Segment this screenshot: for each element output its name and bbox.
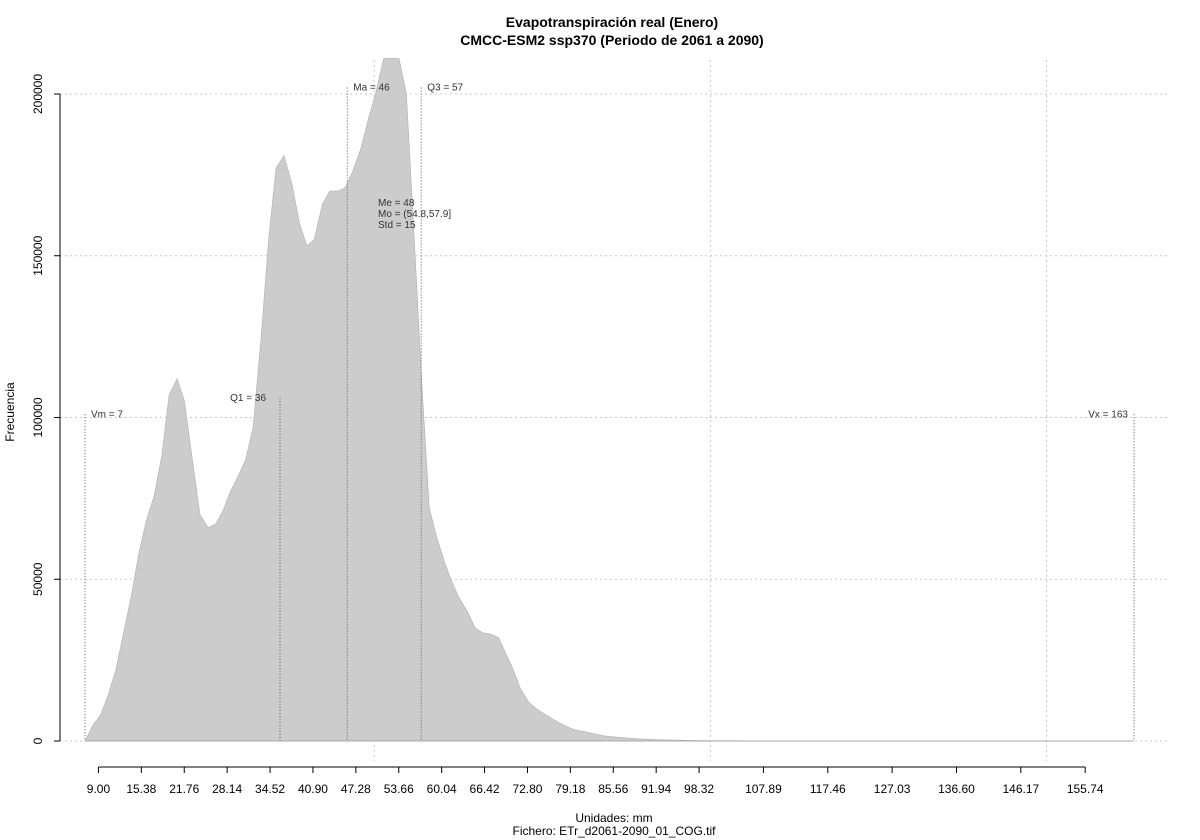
x-tick-label-17: 127.03	[874, 782, 911, 796]
x-tick-label-4: 34.52	[255, 782, 285, 796]
x-tick-label-18: 136.60	[938, 782, 975, 796]
x-tick-label-15: 107.89	[745, 782, 782, 796]
y-tick-label-2: 100000	[31, 397, 45, 437]
marker-label-3: Q3 = 57	[427, 83, 463, 94]
y-tick-label-0: 0	[31, 737, 45, 744]
y-tick-label-3: 150000	[31, 235, 45, 275]
x-tick-label-20: 155.74	[1067, 782, 1104, 796]
x-tick-label-14: 98.32	[684, 782, 714, 796]
marker-label-2: Ma = 46	[353, 83, 390, 94]
x-tick-label-1: 15.38	[126, 782, 156, 796]
x-tick-label-12: 85.56	[598, 782, 628, 796]
y-tick-label-1: 50000	[31, 562, 45, 596]
marker-label-4: Vx = 163	[1088, 409, 1128, 420]
y-axis: 0 50000 100000 150000 200000	[31, 74, 61, 744]
x-axis-label: Unidades: mm	[575, 811, 652, 825]
stat-std: Std = 15	[378, 220, 416, 231]
x-tick-label-9: 66.42	[470, 782, 500, 796]
x-tick-label-8: 60.04	[427, 782, 457, 796]
y-axis-label: Frecuencia	[3, 382, 17, 442]
x-tick-label-5: 40.90	[298, 782, 328, 796]
x-tick-label-2: 21.76	[169, 782, 199, 796]
x-tick-label-19: 146.17	[1002, 782, 1039, 796]
stat-mode: Mo = (54.8,57.9]	[378, 209, 451, 220]
x-axis: 9.00 15.38 21.76 28.14 34.52 40.90 47.28 53.66 6…	[87, 766, 1104, 796]
x-tick-label-3: 28.14	[212, 782, 242, 796]
x-tick-label-13: 91.94	[641, 782, 671, 796]
y-tick-label-4: 200000	[31, 74, 45, 114]
x-tick-label-0: 9.00	[87, 782, 111, 796]
stat-markers: Vm = 7 Q1 = 36 Ma = 46 Q3 = 57 Vx = 163	[84, 83, 1135, 741]
chart-title: Evapotranspiración real (Enero)	[506, 14, 718, 30]
chart-subtitle: CMCC-ESM2 ssp370 (Periodo de 2061 a 2090…	[460, 32, 763, 48]
marker-label-0: Vm = 7	[91, 409, 123, 420]
x-tick-label-11: 79.18	[555, 782, 585, 796]
file-name-footer: Fichero: ETr_d2061-2090_01_COG.tif	[513, 824, 717, 838]
stat-median: Me = 48	[378, 198, 415, 209]
x-tick-label-7: 53.66	[384, 782, 414, 796]
x-tick-label-6: 47.28	[341, 782, 371, 796]
marker-label-1: Q1 = 36	[230, 393, 266, 404]
stats-annotation: Me = 48 Mo = (54.8,57.9] Std = 15	[378, 198, 451, 231]
x-tick-label-16: 117.46	[810, 782, 846, 796]
x-tick-label-10: 72.80	[512, 782, 542, 796]
